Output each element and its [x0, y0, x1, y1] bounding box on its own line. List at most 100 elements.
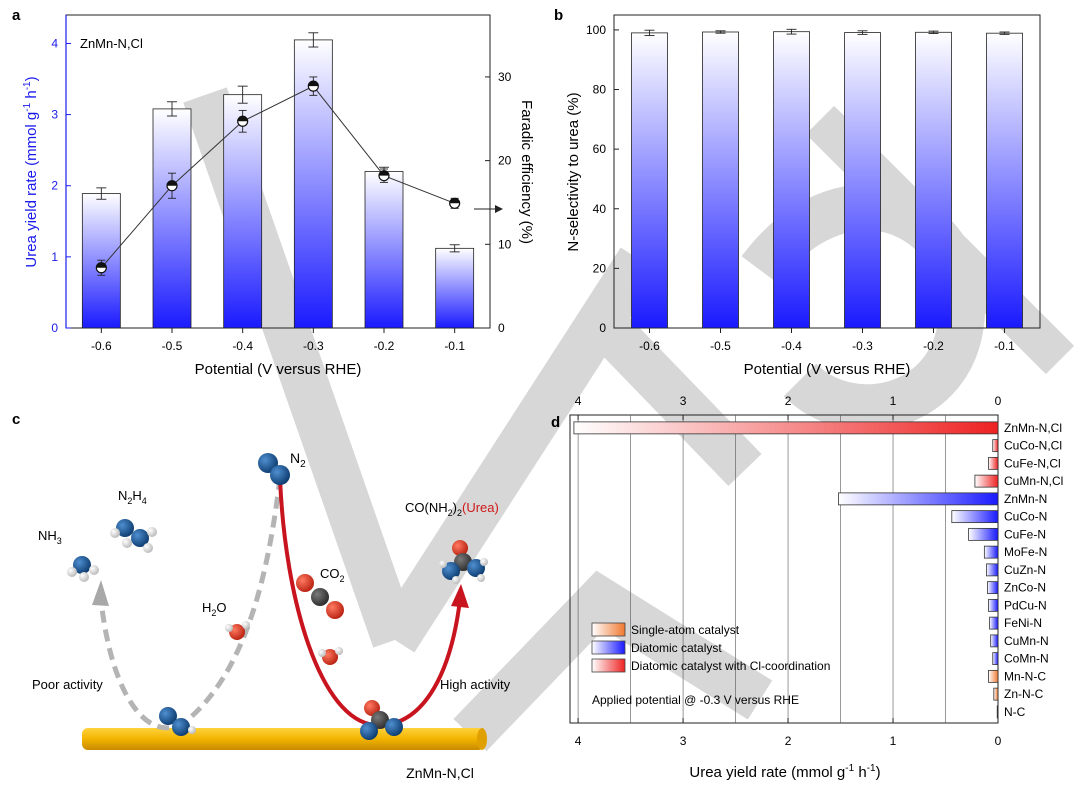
- atom-n: [131, 529, 149, 547]
- x-tick-label: -0.2: [923, 339, 944, 353]
- fe-point-half-fill: [449, 198, 460, 204]
- category-label: CuCo-N,Cl: [1004, 439, 1062, 453]
- atom-h: [79, 572, 89, 582]
- category-label: CuFe-N,Cl: [1004, 456, 1061, 470]
- atom-h: [480, 558, 488, 566]
- bar-yield--0.1: [435, 247, 475, 329]
- bar-selectivity--0.6: [631, 32, 668, 329]
- bar-Mn-N-C: [988, 669, 999, 683]
- y-tick-label: 40: [593, 202, 607, 216]
- catalyst-surface-slab: [82, 728, 484, 750]
- urea-molecule: [439, 540, 488, 584]
- bar-CuCo-N,Cl: [992, 439, 999, 453]
- legend-label-cl-coordination: Diatomic catalyst with Cl-coordination: [631, 659, 830, 673]
- x-tick-label-top: 0: [995, 394, 1002, 408]
- n2h4-molecule: [110, 519, 157, 553]
- panel-d-plot-frame: [569, 414, 999, 724]
- x-tick-label-bottom: 1: [890, 734, 897, 748]
- atom-o: [326, 601, 344, 619]
- atom-h: [143, 543, 153, 553]
- y-tick-label-left: 2: [51, 179, 58, 193]
- panel-d-note: Applied potential @ -0.3 V versus RHE: [592, 693, 799, 707]
- atom-h: [242, 621, 250, 629]
- panel-a: a ZnMn-N,Cl -0.6 -0.5 -0.4 -0.3 -0.2 -0.1 0 1 2 3…: [12, 7, 535, 378]
- atom-h: [477, 574, 485, 582]
- atom-c: [371, 711, 389, 729]
- category-label: CuMn-N,Cl: [1004, 474, 1063, 488]
- bar-selectivity--0.4: [773, 31, 810, 329]
- bar-ZnMn-N: [838, 492, 999, 506]
- atom-h: [188, 726, 196, 734]
- bar-CuCo-N: [951, 510, 999, 524]
- category-label: CuFe-N: [1004, 527, 1046, 541]
- atom-n: [270, 465, 290, 485]
- category-label: CuZn-N: [1004, 563, 1046, 577]
- category-label: N-C: [1004, 705, 1026, 719]
- fe-point-half-fill: [308, 81, 319, 87]
- n2h4-label: N2H4: [118, 488, 147, 506]
- category-label: CoMn-N: [1004, 652, 1049, 666]
- x-tick-label-bottom: 2: [785, 734, 792, 748]
- bar-CuMn-N,Cl: [974, 474, 999, 488]
- x-tick-label-bottom: 4: [575, 734, 582, 748]
- y-tick-label-right: 0: [498, 321, 505, 335]
- panel-b-plot-frame: [613, 14, 1041, 329]
- nh3-molecule: [67, 556, 99, 582]
- panel-d-bars: ZnMn-N,Cl CuCo-N,Cl CuFe-N,Cl CuMn-N,Cl ZnMn…: [573, 421, 1063, 719]
- category-label: Zn-N-C: [1004, 687, 1044, 701]
- atom-o: [296, 574, 314, 592]
- poor-activity-label: Poor activity: [32, 677, 103, 692]
- atom-n: [73, 556, 91, 574]
- y-tick-label-right: 30: [498, 70, 512, 84]
- y-tick-label-left: 3: [51, 108, 58, 122]
- bar-PdCu-N: [988, 598, 999, 612]
- panel-b-ylabel: N-selectivity to urea (%): [565, 92, 582, 251]
- bar-Zn-N-C: [993, 687, 999, 701]
- panel-d-label: d: [551, 414, 560, 431]
- legend-label-single-atom: Single-atom catalyst: [631, 623, 740, 637]
- legend-swatch-single-atom: [591, 622, 626, 637]
- atom-h: [67, 567, 77, 577]
- x-tick-label: -0.1: [994, 339, 1015, 353]
- high-activity-label: High activity: [440, 677, 511, 692]
- x-tick-label: -0.5: [710, 339, 731, 353]
- panel-a-ylabel-left: Urea yield rate (mmol g-1 h-1): [22, 76, 40, 267]
- y-tick-label-left: 1: [51, 250, 58, 264]
- x-tick-label: -0.1: [444, 339, 465, 353]
- poor-activity-path: [97, 477, 283, 731]
- bar-N-C: [996, 705, 999, 719]
- fe-point-half-fill: [379, 170, 389, 176]
- category-label: MoFe-N: [1004, 545, 1047, 559]
- panel-b: b -0.6 -0.5 -0.4 -0.3 -0.2 -0.1 0 20 40 60 80 100 P…: [554, 7, 1041, 378]
- panel-b-ticks: -0.6 -0.5 -0.4 -0.3 -0.2 -0.1 0 20 40 60 80 100: [586, 23, 1015, 353]
- bar-selectivity--0.1: [986, 32, 1023, 329]
- fe-point-half-fill: [167, 180, 177, 186]
- y-tick-label: 100: [586, 23, 606, 37]
- catalyst-surface-edge: [477, 728, 487, 750]
- panel-d-xlabel: Urea yield rate (mmol g-1 h-1): [689, 763, 880, 781]
- surface-label: ZnMn-N,Cl: [406, 765, 474, 781]
- category-label: Mn-N-C: [1004, 669, 1046, 683]
- n2-molecule: [258, 453, 290, 485]
- nh3-label: NH3: [38, 528, 62, 546]
- y-tick-label: 20: [593, 261, 607, 275]
- adsorbed-c-n-intermediate: [360, 700, 403, 740]
- category-label: CuMn-N: [1004, 634, 1049, 648]
- y-tick-label-right: 20: [498, 154, 512, 168]
- atom-n: [116, 519, 134, 537]
- atom-h: [147, 527, 157, 537]
- poor-activity-arrowhead: [92, 580, 109, 606]
- y-tick-label-left: 4: [51, 36, 58, 50]
- h2o-molecule: [225, 621, 250, 640]
- n2-label: N2: [290, 450, 306, 470]
- panel-b-bars: [631, 28, 1023, 329]
- atom-n: [385, 718, 403, 736]
- y-tick-label: 60: [593, 142, 607, 156]
- x-tick-label: -0.4: [781, 339, 802, 353]
- x-tick-label-bottom: 3: [680, 734, 687, 748]
- atom-h: [89, 565, 99, 575]
- panel-a-ticks: -0.6 -0.5 -0.4 -0.3 -0.2 -0.1 0 1 2 3 4 0 10 20 30: [51, 36, 511, 353]
- atom-n: [159, 707, 177, 725]
- atom-h: [122, 538, 132, 548]
- y-tick-label: 0: [599, 321, 606, 335]
